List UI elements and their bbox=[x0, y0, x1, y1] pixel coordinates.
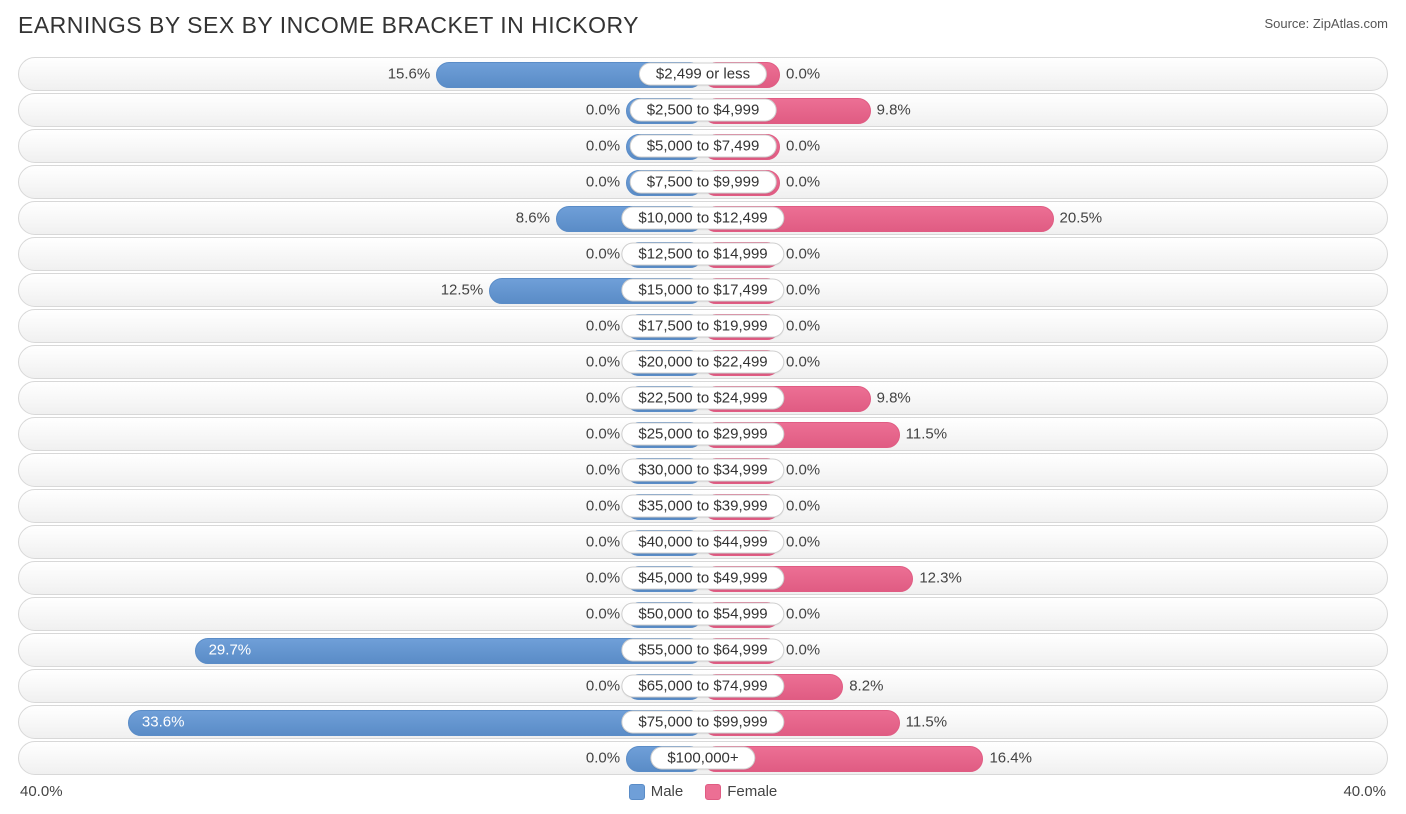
chart-row: 15.6% 0.0% $2,499 or less bbox=[18, 57, 1388, 91]
bracket-label: $55,000 to $64,999 bbox=[621, 639, 784, 662]
male-value-label: 0.0% bbox=[586, 570, 620, 587]
female-value-label: 0.0% bbox=[786, 318, 820, 335]
male-value-label: 0.0% bbox=[586, 318, 620, 335]
chart-row: 0.0% 0.0%$35,000 to $39,999 bbox=[18, 489, 1388, 523]
chart-row: 0.0% 0.0%$40,000 to $44,999 bbox=[18, 525, 1388, 559]
male-value-label: 0.0% bbox=[586, 750, 620, 767]
male-value-label: 0.0% bbox=[586, 534, 620, 551]
legend-swatch-male bbox=[629, 784, 645, 800]
female-value-label: 0.0% bbox=[786, 534, 820, 551]
female-value-label: 0.0% bbox=[786, 462, 820, 479]
chart-row: 0.0% 9.8% $22,500 to $24,999 bbox=[18, 381, 1388, 415]
female-value-label: 0.0% bbox=[786, 354, 820, 371]
female-value-label: 20.5% bbox=[1060, 210, 1103, 227]
female-value-label: 16.4% bbox=[989, 750, 1032, 767]
male-value-label: 12.5% bbox=[441, 282, 484, 299]
bracket-label: $2,499 or less bbox=[639, 63, 767, 86]
bracket-label: $50,000 to $54,999 bbox=[621, 603, 784, 626]
legend-swatch-female bbox=[705, 784, 721, 800]
male-value-label: 0.0% bbox=[586, 390, 620, 407]
chart-row: 0.0% 0.0%$17,500 to $19,999 bbox=[18, 309, 1388, 343]
legend-label: Female bbox=[727, 783, 777, 800]
bracket-label: $100,000+ bbox=[650, 747, 755, 770]
female-value-label: 0.0% bbox=[786, 66, 820, 83]
legend-item-female: Female bbox=[705, 783, 777, 800]
axis-max-right: 40.0% bbox=[1343, 783, 1386, 800]
chart-row: 0.0% 8.2% $65,000 to $74,999 bbox=[18, 669, 1388, 703]
bracket-label: $75,000 to $99,999 bbox=[621, 711, 784, 734]
female-value-label: 0.0% bbox=[786, 642, 820, 659]
male-value-label: 0.0% bbox=[586, 102, 620, 119]
bracket-label: $35,000 to $39,999 bbox=[621, 495, 784, 518]
female-value-label: 0.0% bbox=[786, 606, 820, 623]
bracket-label: $20,000 to $22,499 bbox=[621, 351, 784, 374]
male-value-label: 0.0% bbox=[586, 462, 620, 479]
bracket-label: $25,000 to $29,999 bbox=[621, 423, 784, 446]
bracket-label: $10,000 to $12,499 bbox=[621, 207, 784, 230]
female-value-label: 0.0% bbox=[786, 246, 820, 263]
male-value-label: 0.0% bbox=[586, 138, 620, 155]
chart-row: 0.0% 0.0%$30,000 to $34,999 bbox=[18, 453, 1388, 487]
chart-row: 0.0% 16.4% $100,000+ bbox=[18, 741, 1388, 775]
male-value-label: 0.0% bbox=[586, 174, 620, 191]
bracket-label: $65,000 to $74,999 bbox=[621, 675, 784, 698]
male-value-label: 0.0% bbox=[586, 426, 620, 443]
male-value-label: 0.0% bbox=[586, 246, 620, 263]
chart-row: 0.0% 0.0% $7,500 to $9,999 bbox=[18, 165, 1388, 199]
male-value-label: 0.0% bbox=[586, 678, 620, 695]
bracket-label: $22,500 to $24,999 bbox=[621, 387, 784, 410]
legend-item-male: Male bbox=[629, 783, 684, 800]
chart-row: 8.6% 20.5% $10,000 to $12,499 bbox=[18, 201, 1388, 235]
female-value-label: 0.0% bbox=[786, 174, 820, 191]
bracket-label: $17,500 to $19,999 bbox=[621, 315, 784, 338]
chart-row: 0.0% 0.0%$20,000 to $22,499 bbox=[18, 345, 1388, 379]
chart-title: EARNINGS BY SEX BY INCOME BRACKET IN HIC… bbox=[18, 12, 639, 39]
source-attribution: Source: ZipAtlas.com bbox=[1264, 12, 1388, 31]
male-value-label: 33.6% bbox=[142, 714, 185, 731]
male-value-label: 0.0% bbox=[586, 606, 620, 623]
chart-row: 0.0% 0.0%$50,000 to $54,999 bbox=[18, 597, 1388, 631]
female-value-label: 0.0% bbox=[786, 282, 820, 299]
bracket-label: $45,000 to $49,999 bbox=[621, 567, 784, 590]
female-value-label: 9.8% bbox=[877, 102, 911, 119]
male-value-label: 8.6% bbox=[516, 210, 550, 227]
female-value-label: 0.0% bbox=[786, 498, 820, 515]
female-value-label: 11.5% bbox=[906, 426, 947, 443]
female-value-label: 12.3% bbox=[919, 570, 962, 587]
female-value-label: 0.0% bbox=[786, 138, 820, 155]
bracket-label: $5,000 to $7,499 bbox=[630, 135, 777, 158]
male-value-label: 15.6% bbox=[388, 66, 431, 83]
bracket-label: $15,000 to $17,499 bbox=[621, 279, 784, 302]
female-value-label: 9.8% bbox=[877, 390, 911, 407]
chart-row: 0.0% 0.0%$12,500 to $14,999 bbox=[18, 237, 1388, 271]
bracket-label: $7,500 to $9,999 bbox=[630, 171, 777, 194]
bracket-label: $30,000 to $34,999 bbox=[621, 459, 784, 482]
bracket-label: $12,500 to $14,999 bbox=[621, 243, 784, 266]
chart-row: 29.7% 0.0%$55,000 to $64,999 bbox=[18, 633, 1388, 667]
male-value-label: 0.0% bbox=[586, 354, 620, 371]
chart-row: 33.6% 11.5% $75,000 to $99,999 bbox=[18, 705, 1388, 739]
male-bar bbox=[128, 710, 703, 736]
female-value-label: 8.2% bbox=[849, 678, 883, 695]
bracket-label: $2,500 to $4,999 bbox=[630, 99, 777, 122]
legend-label: Male bbox=[651, 783, 684, 800]
chart-row: 0.0% 0.0% $5,000 to $7,499 bbox=[18, 129, 1388, 163]
chart-row: 0.0% 11.5% $25,000 to $29,999 bbox=[18, 417, 1388, 451]
chart-row: 0.0% 9.8% $2,500 to $4,999 bbox=[18, 93, 1388, 127]
male-value-label: 0.0% bbox=[586, 498, 620, 515]
axis-max-left: 40.0% bbox=[20, 783, 63, 800]
legend: Male Female bbox=[629, 783, 778, 800]
bracket-label: $40,000 to $44,999 bbox=[621, 531, 784, 554]
female-value-label: 11.5% bbox=[906, 714, 947, 731]
chart-area: 15.6% 0.0% $2,499 or less 0.0% 9.8% $2,500 to… bbox=[18, 57, 1388, 775]
chart-row: 12.5% 0.0%$15,000 to $17,499 bbox=[18, 273, 1388, 307]
chart-row: 0.0% 12.3% $45,000 to $49,999 bbox=[18, 561, 1388, 595]
male-value-label: 29.7% bbox=[209, 642, 252, 659]
